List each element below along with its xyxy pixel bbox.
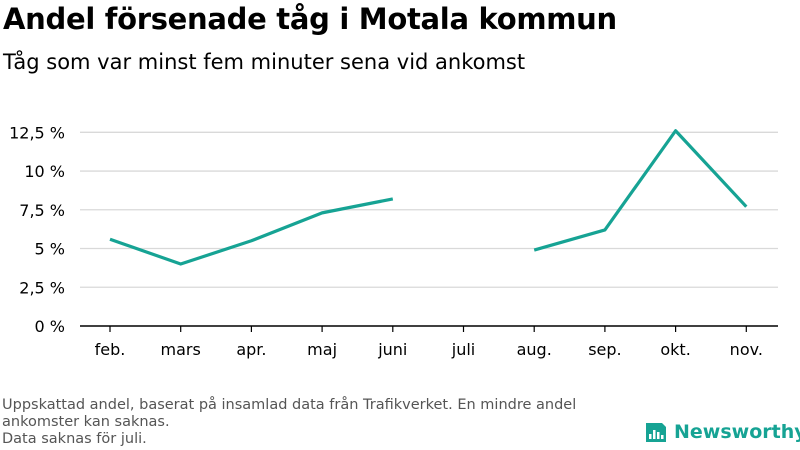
footnote: Uppskattad andel, baserat på insamlad da… (2, 397, 576, 448)
x-tick-label: okt. (660, 340, 690, 359)
y-tick-label: 5 % (35, 240, 65, 259)
footnote-line: ankomster kan saknas. (2, 414, 170, 430)
x-tick-label: mars (161, 340, 201, 359)
newsworthy-logo-icon (646, 423, 666, 442)
x-tick-label: feb. (95, 340, 126, 359)
y-tick-label: 7,5 % (19, 201, 65, 220)
y-tick-label: 12,5 % (9, 123, 65, 142)
chart-title: Andel försenade tåg i Motala kommun (3, 2, 617, 36)
x-tick-label: juli (451, 340, 475, 359)
x-tick-label: aug. (517, 340, 552, 359)
series-line (533, 129, 748, 252)
x-tick-label: nov. (730, 340, 763, 359)
brand-logo: Newsworthy (644, 420, 800, 444)
x-tick-label: sep. (588, 340, 621, 359)
x-tick-label: maj (307, 340, 337, 359)
footnote-line: Uppskattad andel, baserat på insamlad da… (2, 397, 577, 413)
y-tick-label: 10 % (24, 162, 65, 181)
brand-name: Newsworthy (674, 421, 800, 443)
x-tick-label: juni (377, 340, 407, 359)
x-tick-label: apr. (236, 340, 266, 359)
footnote-line: Data saknas för juli. (2, 431, 147, 447)
chart-subtitle: Tåg som var minst fem minuter sena vid a… (3, 50, 526, 74)
y-tick-label: 2,5 % (19, 278, 65, 297)
y-tick-label: 0 % (35, 317, 65, 336)
series-line (109, 197, 394, 266)
